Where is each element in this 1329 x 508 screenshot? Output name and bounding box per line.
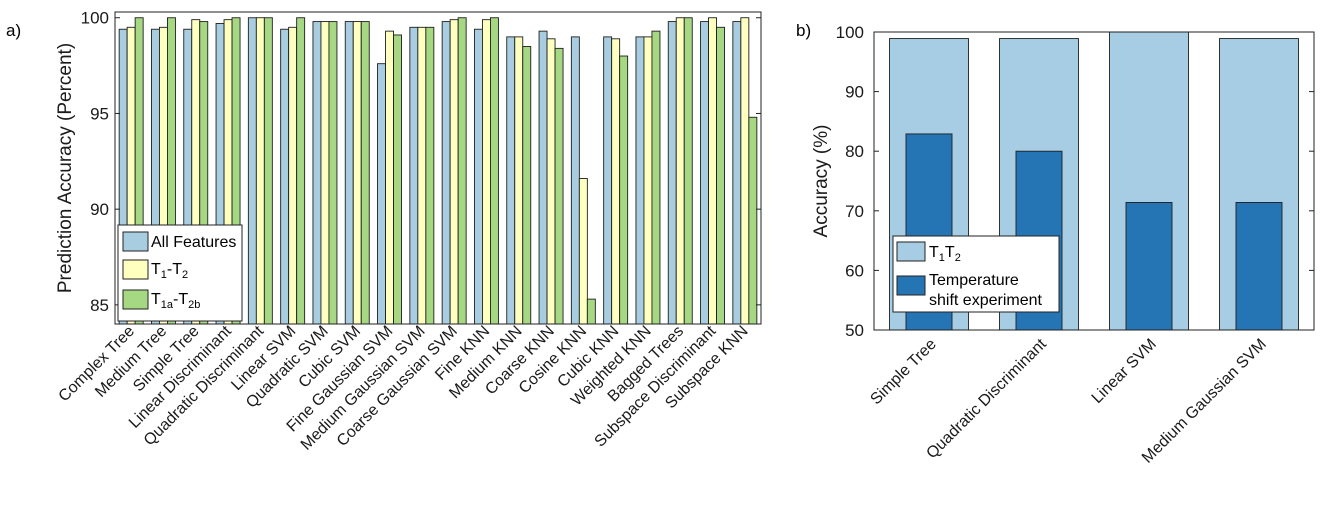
bar-a-all-features-subspace-discriminant [700, 21, 709, 325]
bar-a-all-features-subspace-knn [732, 21, 742, 325]
bar-a-all-features-fine-knn [474, 28, 483, 325]
bar-a-t1-t2-cubic-knn [611, 38, 621, 325]
bar-a-t1-t2-quadratic-discriminant [255, 17, 265, 325]
bar-a-t1-t2-cosine-knn [578, 178, 588, 325]
legend-a-swatch-t1-t2 [122, 259, 149, 280]
x-tick-label-b-medium-gaussian-svm: Medium Gaussian SVM [1139, 336, 1270, 467]
bar-a-t1-t2-coarse-knn [546, 38, 556, 325]
y-tick-label-a-95: 95 [90, 104, 109, 123]
y-tick-label-b-60: 60 [845, 261, 864, 280]
bar-a-all-features-bagged-trees [667, 21, 677, 325]
bar-a-t1-t2-subspace-discriminant [708, 17, 717, 325]
legend-b-swatch-temperature-shift [896, 275, 926, 296]
chart-b-legend: T1T2 Temperature shift experiment [892, 235, 1060, 313]
bar-a-t1a-t2b-medium-gaussian-svm [425, 26, 435, 325]
legend-b-label-temperature-shift-line2: shift experiment [929, 292, 1042, 309]
bar-a-t1a-t2b-subspace-knn [748, 116, 758, 325]
bar-a-t1a-t2b-cubic-knn [619, 55, 629, 325]
y-tick-label-b-90: 90 [845, 83, 864, 102]
bar-a-t1-t2-weighted-knn [643, 36, 653, 325]
y-tick-label-b-80: 80 [845, 142, 864, 161]
y-tick-label-a-85: 85 [90, 296, 109, 315]
bar-a-all-features-quadratic-discriminant [247, 17, 257, 325]
y-tick-label-b-50: 50 [845, 321, 864, 340]
chart-a-bars [118, 17, 758, 325]
bar-a-all-features-linear-svm [280, 28, 290, 325]
bar-a-t1-t2-subspace-knn [740, 17, 750, 325]
legend-a-swatch-all-features [122, 231, 149, 252]
y-tick-label-b-70: 70 [845, 202, 864, 221]
bar-a-t1a-t2b-fine-knn [490, 17, 499, 325]
legend-a-label-t1a-t2b: T1a-T2b [151, 291, 200, 311]
bar-a-t1a-t2b-cubic-svm [360, 21, 370, 325]
bar-a-all-features-cosine-knn [570, 36, 580, 325]
chart-a-legend: All Features T1-T2 T1a-T2b [117, 224, 243, 322]
panel-label-b: b) [796, 21, 811, 40]
bar-a-t1-t2-linear-svm [288, 26, 298, 325]
bar-a-t1a-t2b-quadratic-discriminant [263, 17, 273, 325]
legend-b-swatch-t1t2 [896, 241, 926, 262]
bar-a-t1a-t2b-linear-svm [296, 17, 306, 325]
chart-b-y-ticks: 50 60 70 80 90 100 [836, 23, 1314, 340]
legend-a-label-t1-t2: T1-T2 [151, 261, 188, 281]
bar-b-temperature-shift-experiment-medium-gaussian-svm [1235, 202, 1283, 331]
bar-a-all-features-medium-gaussian-svm [409, 26, 419, 325]
bar-a-all-features-weighted-knn [635, 36, 645, 325]
bar-a-all-features-medium-knn [506, 36, 516, 325]
bar-a-all-features-quadratic-svm [312, 21, 322, 325]
bar-a-t1-t2-fine-gaussian-svm [385, 30, 394, 325]
bar-a-t1a-t2b-bagged-trees [683, 17, 693, 325]
bar-a-t1a-t2b-cosine-knn [586, 298, 596, 325]
chart-b-axes-box [873, 31, 1315, 331]
bar-a-all-features-fine-gaussian-svm [377, 63, 386, 325]
legend-b-label-temperature-shift-line1: Temperature [929, 272, 1019, 289]
bar-a-t1a-t2b-coarse-knn [554, 47, 564, 325]
legend-b-label-t1t2: T1T2 [929, 244, 961, 264]
bar-a-t1-t2-quadratic-svm [320, 21, 330, 325]
panel-label-a: a) [6, 21, 21, 40]
bar-a-t1-t2-cubic-svm [352, 21, 362, 325]
bar-a-all-features-cubic-knn [603, 36, 613, 325]
chart-a-y-axis-title: Prediction Accuracy (Percent) [55, 43, 76, 293]
bar-a-t1a-t2b-subspace-discriminant [716, 26, 725, 325]
y-tick-label-b-100: 100 [836, 23, 864, 42]
bar-a-t1a-t2b-quadratic-svm [328, 21, 338, 325]
bar-b-temperature-shift-experiment-linear-svm [1125, 202, 1173, 331]
bar-a-t1-t2-bagged-trees [675, 17, 685, 325]
x-tick-label-b-linear-svm: Linear SVM [1089, 336, 1160, 407]
bar-a-t1-t2-medium-knn [514, 36, 524, 325]
bar-a-t1a-t2b-coarse-gaussian-svm [457, 17, 467, 325]
bar-a-t1-t2-medium-gaussian-svm [417, 26, 427, 325]
bar-a-all-features-cubic-svm [344, 21, 354, 325]
bar-a-t1-t2-coarse-gaussian-svm [449, 19, 459, 325]
bar-a-all-features-coarse-knn [538, 30, 548, 325]
y-tick-label-a-90: 90 [90, 200, 109, 219]
chart-b-y-axis-title: Accuracy (%) [811, 125, 832, 238]
bar-a-t1a-t2b-weighted-knn [651, 30, 661, 325]
bar-a-all-features-coarse-gaussian-svm [441, 21, 451, 325]
legend-a-swatch-t1a-t2b [122, 289, 149, 310]
chart-a-y-ticks: 85 90 95 100 [81, 9, 761, 315]
y-tick-label-a-100: 100 [81, 9, 109, 28]
x-tick-label-b-simple-tree: Simple Tree [867, 336, 939, 408]
legend-a-label-all-features: All Features [151, 234, 236, 251]
x-tick-label-b-quadratic-discriminant: Quadratic Discriminant [923, 335, 1050, 462]
bar-a-t1-t2-fine-knn [482, 19, 491, 325]
chart-a-axes-box [114, 11, 762, 325]
bar-a-t1a-t2b-medium-knn [522, 46, 532, 325]
bar-a-t1a-t2b-fine-gaussian-svm [393, 34, 402, 325]
